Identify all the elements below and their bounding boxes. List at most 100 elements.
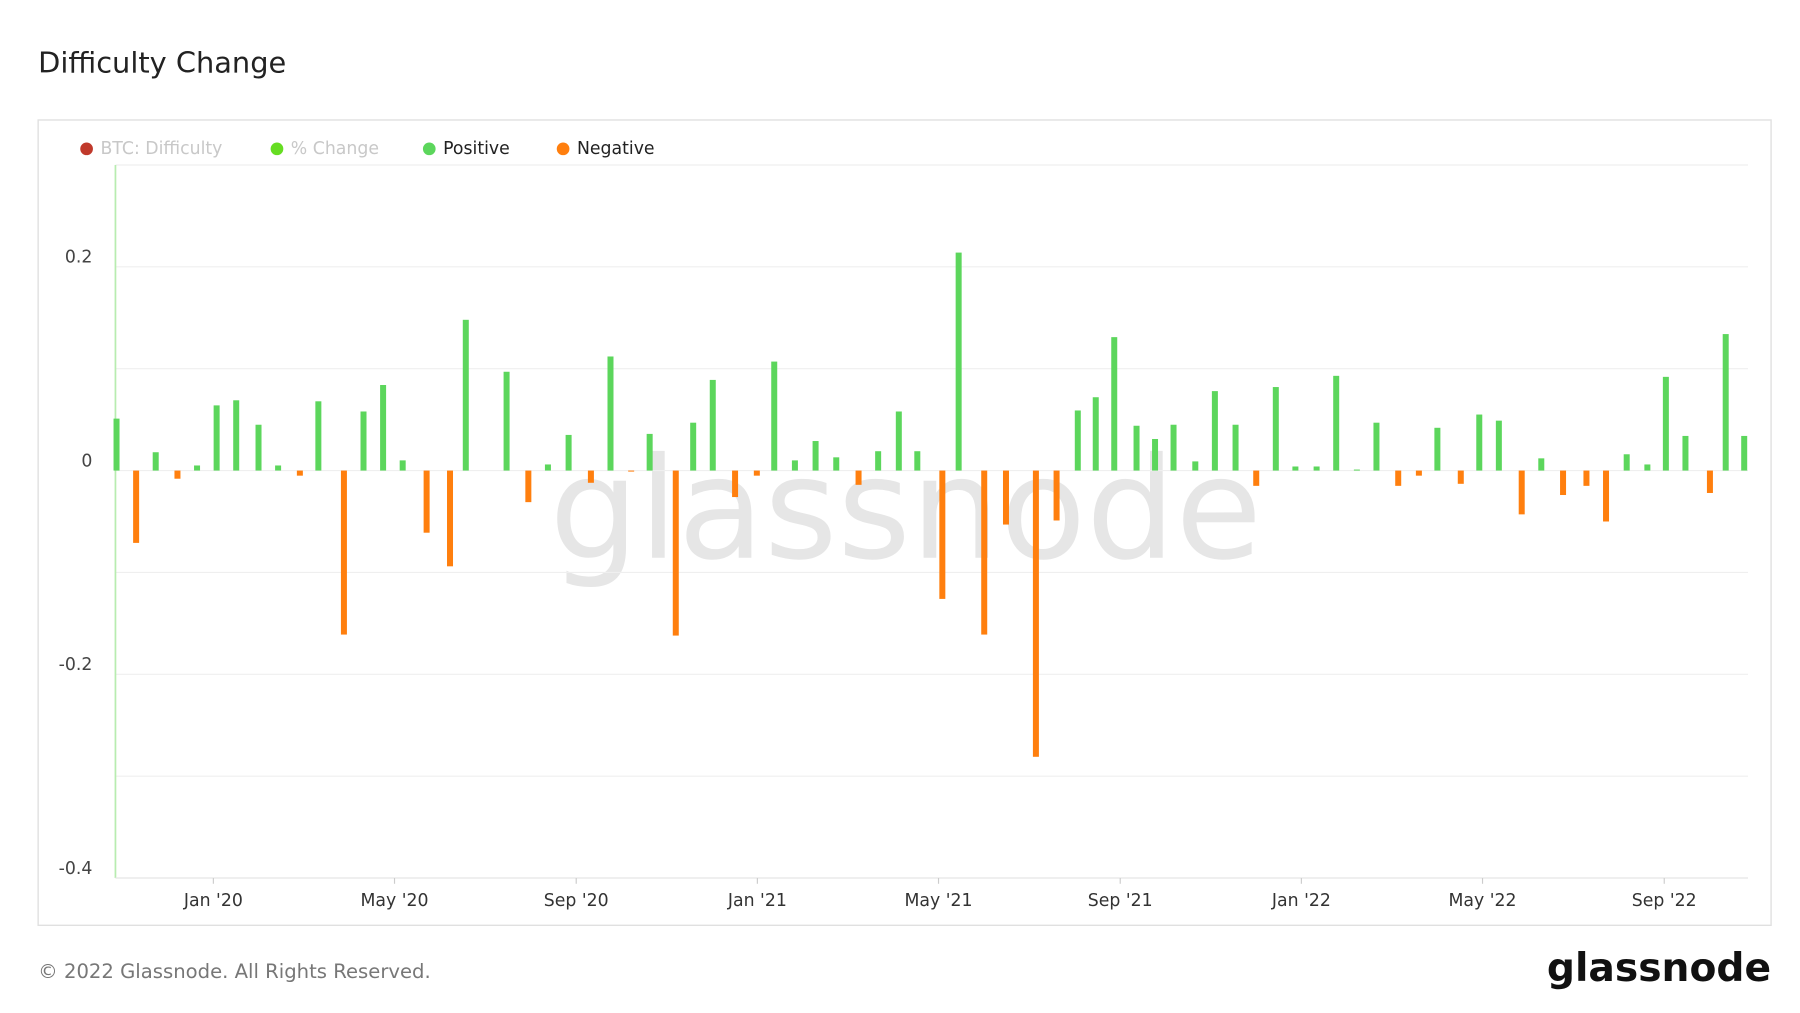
bar xyxy=(194,465,201,471)
legend-label: Negative xyxy=(577,139,655,159)
copyright: © 2022 Glassnode. All Rights Reserved. xyxy=(38,960,431,983)
bar xyxy=(1434,427,1441,471)
y-tick-label: -0.4 xyxy=(59,859,93,879)
bar xyxy=(1644,464,1651,471)
bar xyxy=(423,470,430,533)
bar xyxy=(1518,470,1525,515)
bar xyxy=(812,441,819,471)
bar xyxy=(1232,424,1239,471)
legend-label: BTC: Difficulty xyxy=(100,139,222,159)
bar xyxy=(113,418,120,471)
bar xyxy=(447,470,454,567)
bar xyxy=(360,411,367,471)
bar xyxy=(1333,375,1340,471)
bar xyxy=(1560,470,1567,496)
x-tick-label: Jan '20 xyxy=(183,891,243,911)
bar xyxy=(1538,458,1545,471)
bar xyxy=(855,470,862,485)
bar xyxy=(1211,391,1218,471)
bar xyxy=(628,470,635,472)
bar xyxy=(503,371,510,471)
x-tick-label: May '20 xyxy=(361,891,429,911)
bar xyxy=(1623,454,1630,471)
legend-marker xyxy=(556,142,570,156)
bar xyxy=(1292,466,1299,471)
bar xyxy=(895,411,902,471)
bar xyxy=(1092,397,1099,471)
y-tick-label: 0 xyxy=(81,451,92,471)
chart-title: Difficulty Change xyxy=(38,46,286,80)
bar xyxy=(213,405,220,471)
bar xyxy=(1706,470,1713,493)
bar xyxy=(607,356,614,471)
bar xyxy=(399,460,406,471)
bar xyxy=(315,401,322,471)
legend-marker xyxy=(422,142,436,156)
bar xyxy=(753,470,760,476)
bar xyxy=(255,424,262,471)
bar xyxy=(771,361,778,471)
bar xyxy=(296,470,303,476)
x-tick-label: Sep '22 xyxy=(1632,891,1697,911)
x-tick-label: Sep '21 xyxy=(1088,891,1153,911)
bar xyxy=(1495,420,1502,471)
bar xyxy=(939,470,946,599)
bar xyxy=(1272,387,1279,471)
bar xyxy=(1583,470,1590,486)
bar xyxy=(1722,334,1729,471)
bar xyxy=(1074,410,1081,471)
bar xyxy=(152,452,159,471)
x-tick-label: Jan '21 xyxy=(727,891,787,911)
watermark: glassnode xyxy=(549,428,1262,592)
logo: glassnode xyxy=(1547,946,1771,991)
legend-label: Positive xyxy=(443,139,510,159)
bar xyxy=(462,319,469,471)
bar xyxy=(525,470,532,503)
legend-label: % Change xyxy=(291,139,379,159)
bar xyxy=(1395,470,1402,486)
x-tick-label: Sep '20 xyxy=(544,891,609,911)
bar xyxy=(1192,461,1199,471)
bar xyxy=(1133,425,1140,471)
bar xyxy=(709,379,716,471)
bar xyxy=(1476,414,1483,471)
bar xyxy=(1603,470,1610,522)
bar xyxy=(1741,435,1748,471)
bar xyxy=(1415,470,1422,476)
y-tick-label: -0.2 xyxy=(59,655,93,675)
legend-marker xyxy=(80,142,93,156)
bar xyxy=(1662,376,1669,471)
bar xyxy=(587,470,594,483)
bar xyxy=(732,470,739,498)
bar xyxy=(1002,470,1009,525)
bar xyxy=(1170,424,1177,471)
bar xyxy=(1111,337,1118,471)
bar xyxy=(1253,470,1260,486)
bar xyxy=(1373,422,1380,471)
x-tick-label: May '21 xyxy=(905,891,973,911)
y-tick-label: 0.2 xyxy=(65,248,93,268)
bar xyxy=(544,464,551,471)
bar xyxy=(981,470,988,635)
bar xyxy=(380,385,387,471)
bar xyxy=(275,465,282,471)
bar xyxy=(914,451,921,471)
bar xyxy=(1457,470,1464,484)
legend-marker xyxy=(270,142,284,156)
bar xyxy=(233,400,240,471)
bar xyxy=(833,457,840,471)
bar xyxy=(1032,470,1039,757)
bar xyxy=(340,470,347,635)
x-tick-label: Jan '22 xyxy=(1271,891,1331,911)
bar xyxy=(646,433,653,471)
bar xyxy=(672,470,679,636)
bar xyxy=(565,434,572,471)
bar xyxy=(690,422,697,471)
bar xyxy=(955,252,962,471)
x-tick-label: May '22 xyxy=(1449,891,1517,911)
bar xyxy=(1682,435,1689,471)
bar xyxy=(875,451,882,471)
chart-frame xyxy=(37,119,1772,927)
